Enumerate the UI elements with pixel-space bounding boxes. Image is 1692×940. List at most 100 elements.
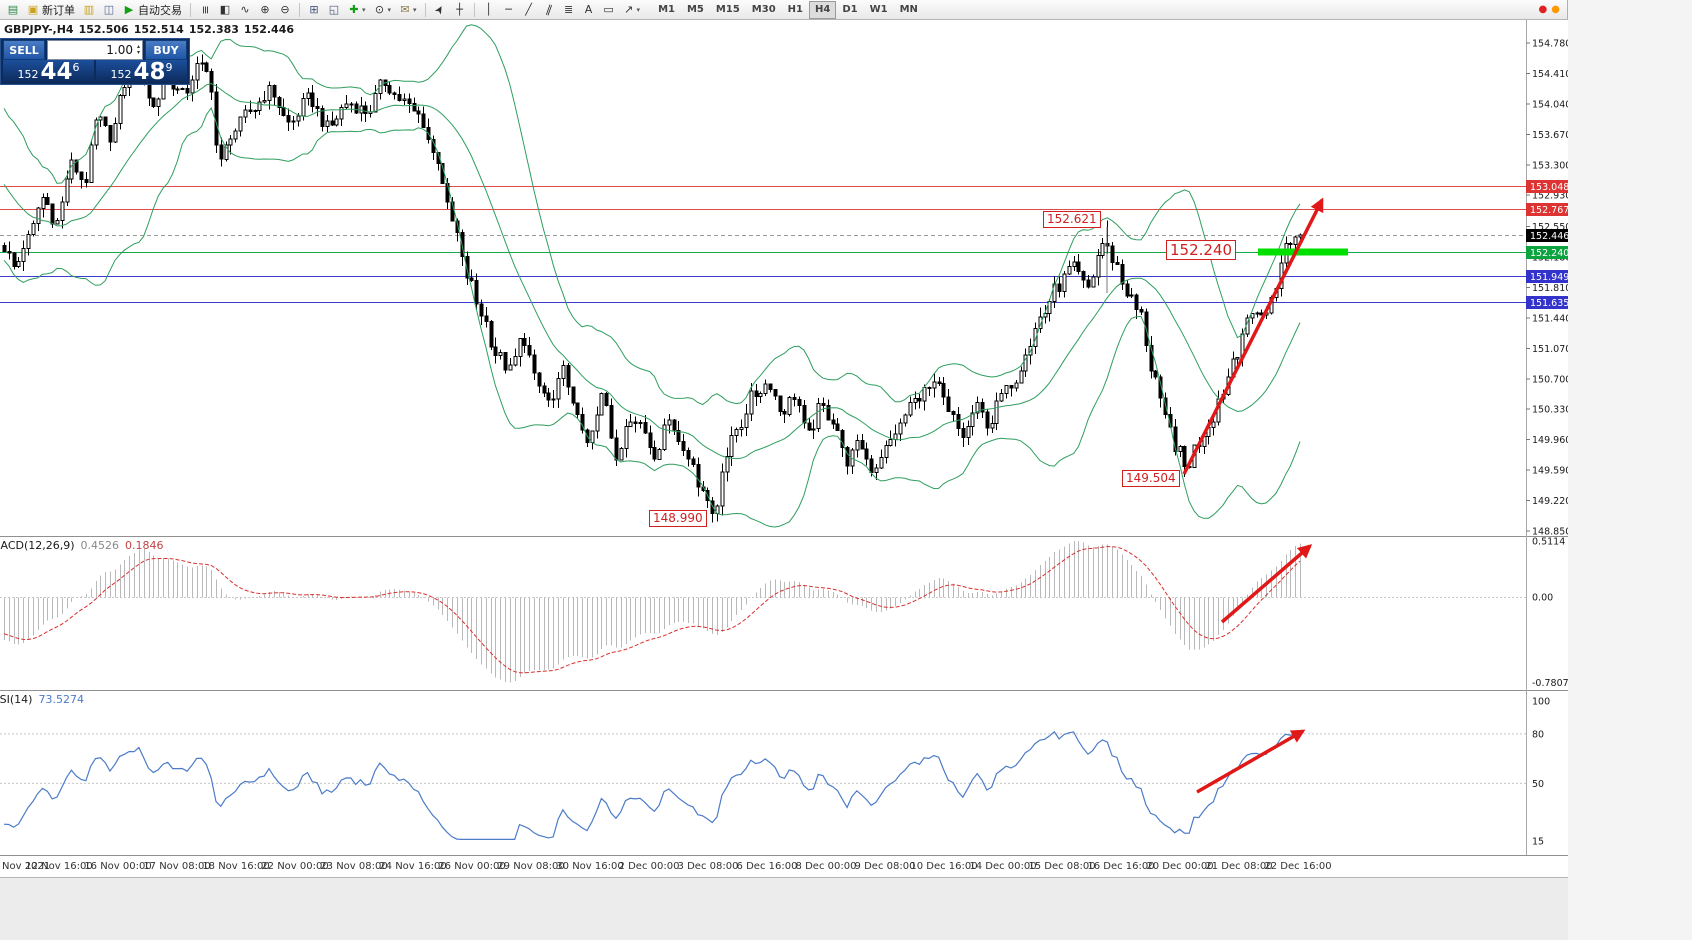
lot-spinner[interactable]: ▴ ▾ [135, 44, 142, 56]
alert-red-icon[interactable]: ● [1538, 3, 1548, 15]
timeframe-h4-button[interactable]: H4 [808, 0, 837, 19]
lot-up-icon[interactable]: ▴ [136, 43, 140, 50]
channel-icon: ∥ [543, 1, 554, 17]
rsi-value: 73.5274 [38, 693, 84, 706]
timeframe-d1-button[interactable]: D1 [836, 1, 863, 19]
time-axis-label: 9 Dec 08:00 [854, 861, 916, 872]
channel-button[interactable]: ∥ [539, 1, 559, 19]
indicators-button[interactable]: ✚ ▾ [344, 1, 370, 19]
svg-text:15: 15 [1532, 837, 1544, 848]
rsi-panel[interactable]: 100 80 50 15 [0, 690, 1568, 855]
window-layout-button[interactable]: ◫ [99, 1, 119, 19]
arrows-caret-icon[interactable]: ▾ [636, 5, 641, 14]
chart-profile-icon: ▥ [83, 2, 95, 16]
templates-icon: ✉ [400, 2, 410, 16]
price-callout-152621[interactable]: 152.621 [1043, 211, 1101, 228]
candlestick-chart-icon: ◧ [219, 2, 231, 16]
bid-pip-digit: 6 [72, 61, 80, 74]
svg-text:80: 80 [1532, 729, 1544, 740]
arrows-button[interactable]: ↗ ▾ [619, 1, 645, 19]
lot-down-icon[interactable]: ▾ [136, 49, 140, 56]
svg-text:153.300: 153.300 [1532, 160, 1568, 171]
svg-text:152.240: 152.240 [1530, 248, 1568, 259]
new-order-button[interactable]: ▣ 新订单 [23, 1, 79, 19]
trend-arrow[interactable] [1220, 544, 1313, 624]
lot-size-input[interactable]: 1.00 ▴ ▾ [47, 40, 143, 60]
text-button[interactable]: A [579, 1, 599, 19]
macd-name: MACD(12,26,9) [0, 539, 75, 552]
time-axis-label: 23 Nov 08:00 [320, 861, 388, 872]
bid-price[interactable]: 152 44 6 [3, 60, 94, 84]
candlestick-chart-button[interactable]: ◧ [215, 1, 235, 19]
price-callout-152240[interactable]: 152.240 [1166, 240, 1237, 260]
alert-orange-icon[interactable]: ● [1551, 3, 1560, 15]
fibonacci-button[interactable]: ≣ [559, 1, 579, 19]
vertical-line-button[interactable]: │ [479, 1, 499, 19]
svg-text:149.220: 149.220 [1532, 496, 1568, 507]
time-axis[interactable]: Nov 2021 12 Nov 16:00 16 Nov 00:00 17 Nov 0… [0, 855, 1568, 877]
chart-window: 154.780 154.410 154.040 153.670 153.300 152.9… [0, 20, 1568, 877]
templates-caret-icon[interactable]: ▾ [413, 5, 417, 14]
tile-windows-button[interactable]: ⊞ [304, 1, 324, 19]
svg-text:0.00: 0.00 [1532, 593, 1553, 604]
timeframe-mn-button[interactable]: MN [894, 1, 924, 19]
time-axis-label: 29 Nov 08:00 [497, 861, 565, 872]
zoom-out-button[interactable]: ⊖ [275, 1, 295, 19]
templates-button[interactable]: ✉ ▾ [395, 1, 421, 19]
price-chart[interactable]: 154.780 154.410 154.040 153.670 153.300 152.9… [0, 20, 1568, 536]
autotrade-button[interactable]: ▶ 自动交易 [119, 1, 186, 19]
chart-profile-button[interactable]: ▥ [79, 1, 99, 19]
price-callout-149504[interactable]: 149.504 [1122, 470, 1180, 487]
timeframe-h1-button[interactable]: H1 [782, 1, 809, 19]
svg-text:151.810: 151.810 [1532, 283, 1568, 294]
time-axis-label: 17 Nov 08:00 [143, 861, 211, 872]
macd-panel[interactable]: 0.5114 0.00 -0.7807 [0, 536, 1568, 690]
timeframe-m1-button[interactable]: M1 [652, 1, 681, 19]
ohlc-high: 152.514 [133, 23, 184, 36]
crosshair-button[interactable]: ┼ [450, 1, 470, 19]
trend-arrow[interactable] [1182, 197, 1324, 475]
resistance-line-152767[interactable]: 152.767 [0, 203, 1568, 216]
timeframe-w1-button[interactable]: W1 [864, 1, 894, 19]
macd-signal-value: 0.1846 [125, 539, 164, 552]
periods-button[interactable]: ⊙ ▾ [370, 1, 396, 19]
toolbar-separator [190, 2, 191, 17]
indicators-caret-icon[interactable]: ▾ [362, 5, 366, 14]
buy-button[interactable]: BUY [145, 40, 187, 60]
support-line-151635[interactable]: 151.635 [0, 296, 1568, 309]
macd-histogram [4, 541, 1301, 683]
indicators-icon: ✚ [349, 2, 359, 16]
current-price-line[interactable]: 152.446 [0, 229, 1568, 242]
time-axis-label: 18 Nov 16:00 [202, 861, 270, 872]
rsi-label: RSI(14) 73.5274 [0, 693, 84, 706]
price-callout-148990[interactable]: 148.990 [649, 510, 707, 527]
resistance-line-153048[interactable]: 153.048 [0, 180, 1568, 193]
autotrade-icon: ▶ [124, 2, 134, 16]
support-line-151949[interactable]: 151.949 [0, 270, 1568, 283]
cursor-button[interactable]: ➤ [430, 1, 450, 19]
bar-chart-icon: ≡ [199, 4, 212, 15]
trend-arrow[interactable] [1196, 729, 1306, 794]
ohlc-low: 152.383 [188, 23, 239, 36]
text-label-button[interactable]: ▭ [599, 1, 619, 19]
time-axis-label: 12 Nov 16:00 [25, 861, 93, 872]
price-axis[interactable]: 154.780 154.410 154.040 153.670 153.300 152.9… [1526, 20, 1568, 536]
trendline-button[interactable]: ╱ [519, 1, 539, 19]
horizontal-line-button[interactable]: ─ [499, 1, 519, 19]
time-axis-label: 8 Dec 00:00 [795, 861, 857, 872]
periods-caret-icon[interactable]: ▾ [387, 5, 392, 14]
bar-chart-button[interactable]: ≡ [195, 1, 215, 19]
bollinger-bands [3, 24, 1301, 528]
svg-text:50: 50 [1532, 779, 1544, 790]
line-chart-button[interactable]: ∿ [235, 1, 255, 19]
new-chart-button[interactable]: ▤ [3, 1, 23, 19]
ask-price[interactable]: 152 48 9 [96, 60, 187, 84]
lot-size-value[interactable]: 1.00 [106, 43, 133, 57]
cascade-windows-button[interactable]: ◱ [324, 1, 344, 19]
timeframe-m5-button[interactable]: M5 [681, 1, 710, 19]
timeframe-m30-button[interactable]: M30 [746, 1, 782, 19]
green-highlight-bar[interactable] [1258, 248, 1348, 256]
zoom-in-button[interactable]: ⊕ [255, 1, 275, 19]
sell-button[interactable]: SELL [3, 40, 45, 60]
timeframe-m15-button[interactable]: M15 [710, 1, 746, 19]
